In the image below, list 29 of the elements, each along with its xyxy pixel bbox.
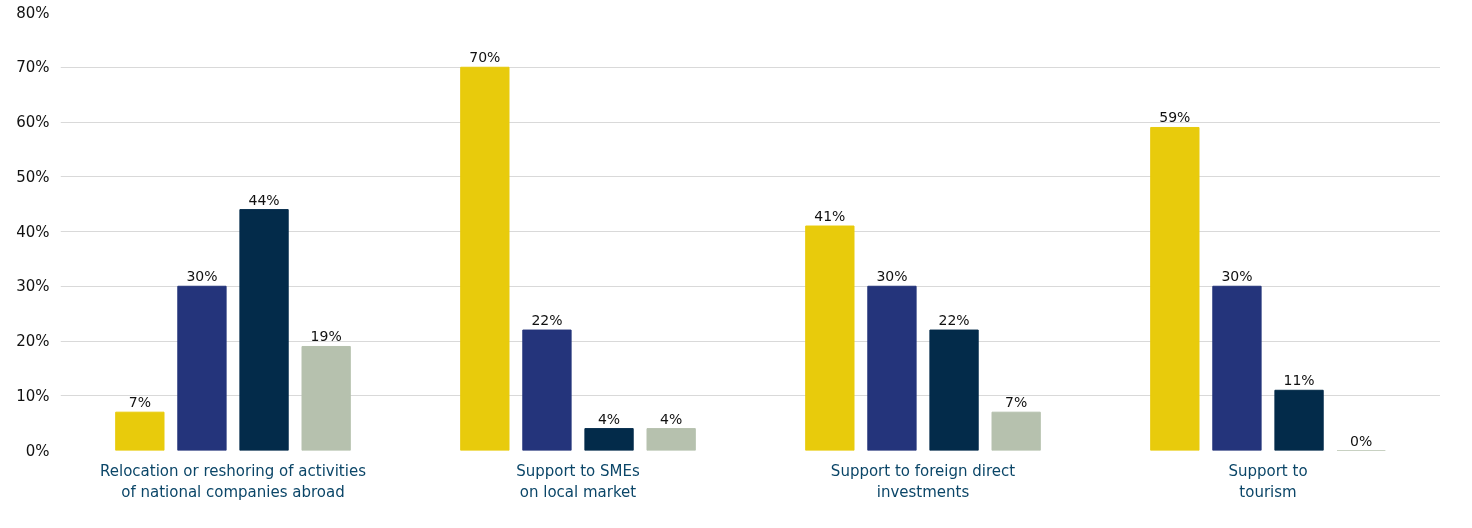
y-tick-label: 50%: [16, 167, 50, 186]
data-label: 4%: [660, 410, 683, 427]
y-tick-label: 40%: [16, 222, 50, 241]
data-label: 41%: [814, 208, 846, 225]
y-tick-label: 0%: [25, 441, 50, 460]
data-label: 7%: [128, 394, 151, 411]
data-label: 59%: [1159, 109, 1191, 126]
data-label: 70%: [469, 49, 501, 66]
data-label: 44%: [248, 191, 280, 208]
x-tick-label: Support to tourism: [1228, 461, 1308, 502]
x-tick-label: Support to foreign direct investments: [830, 461, 1016, 502]
y-tick-label: 70%: [16, 58, 50, 77]
x-tick-label: Relocation or reshoring of activities of national companies abroad: [100, 461, 367, 502]
x-tick-label: Support to SMEs on local market: [516, 461, 641, 502]
data-label: 30%: [876, 268, 908, 285]
y-tick-label: 20%: [16, 332, 50, 350]
data-label: 19%: [310, 328, 342, 345]
y-tick-label: 60%: [16, 113, 50, 131]
data-label: 30%: [186, 268, 218, 285]
data-label: 4%: [597, 410, 621, 427]
data-label: 22%: [938, 312, 970, 329]
data-label: 7%: [1005, 394, 1028, 411]
data-label: 0%: [1350, 432, 1373, 449]
y-tick-label: 10%: [16, 386, 50, 405]
data-label: 30%: [1221, 268, 1253, 285]
y-tick-label: 80%: [16, 3, 50, 22]
data-label: 22%: [531, 312, 563, 329]
data-label: 11%: [1283, 372, 1315, 389]
y-tick-label: 30%: [16, 277, 50, 296]
